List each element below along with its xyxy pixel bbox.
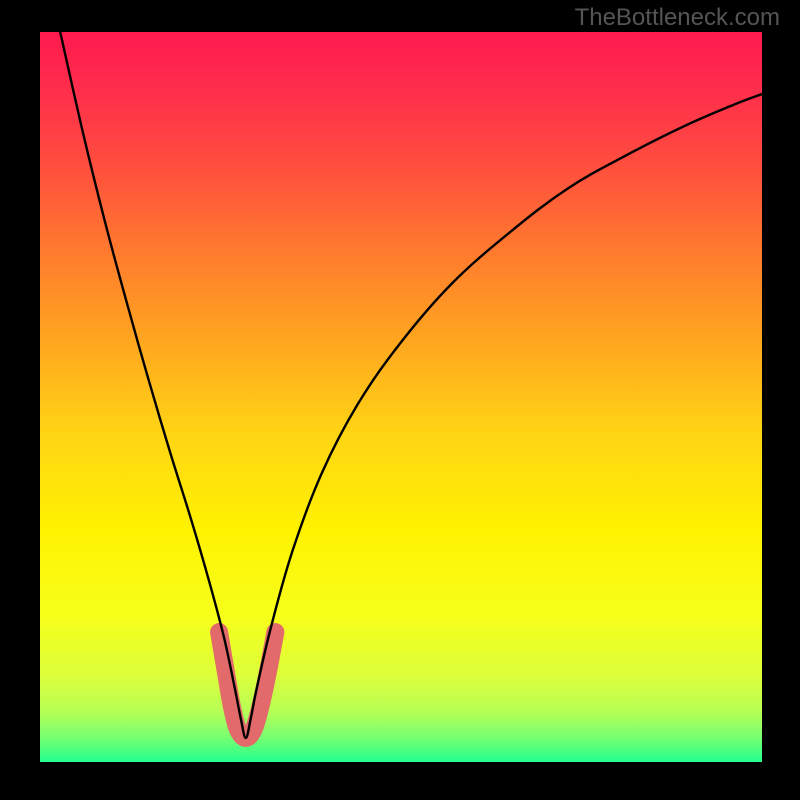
curve-layer bbox=[40, 32, 762, 762]
watermark-text: TheBottleneck.com bbox=[575, 4, 780, 32]
bottleneck-curve-path bbox=[60, 32, 762, 738]
plot-area bbox=[40, 32, 762, 762]
chart-stage: TheBottleneck.com bbox=[0, 0, 800, 800]
